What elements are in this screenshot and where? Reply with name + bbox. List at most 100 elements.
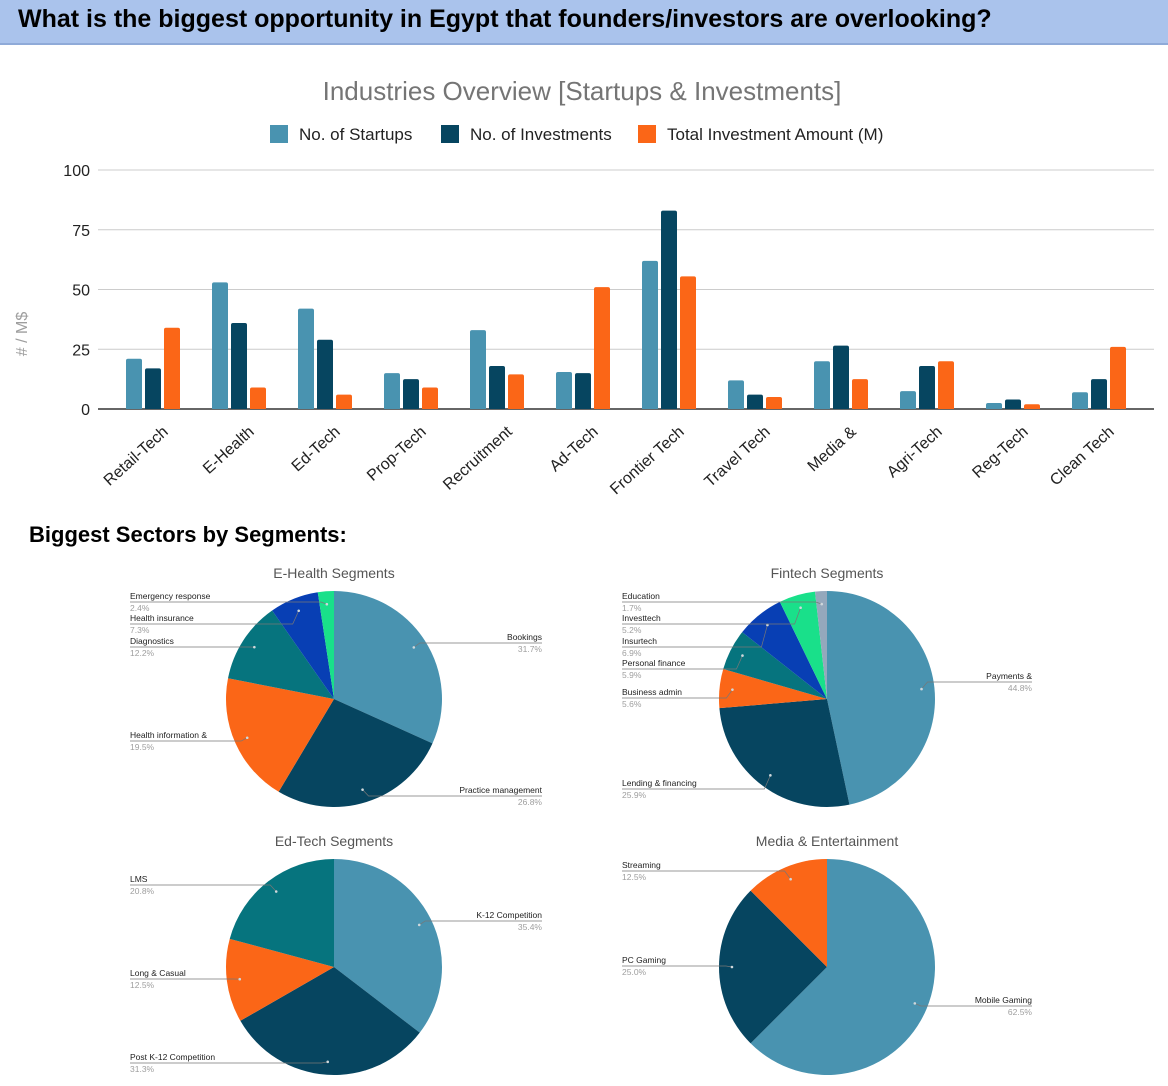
x-tick-label: Recruitment — [440, 423, 516, 494]
pie-slice-pct: 19.5% — [130, 742, 155, 752]
y-axis-label: # / M$ — [14, 312, 31, 357]
pie-leader-dot — [799, 606, 802, 609]
pie-leader-line — [130, 601, 327, 605]
x-tick-label: E-Health — [200, 423, 258, 477]
bar — [814, 361, 830, 409]
pie-slice — [719, 890, 827, 1044]
pie-slice-pct: 20.8% — [130, 886, 155, 896]
y-tick-label: 0 — [81, 402, 90, 419]
x-tick-label: Ad-Tech — [547, 423, 602, 475]
pie-leader-line — [419, 920, 542, 926]
pie-slice-name: Bookings — [507, 632, 542, 642]
pie-label: LMS 20.8% — [130, 874, 278, 896]
y-tick-label: 75 — [72, 223, 90, 240]
bar — [231, 322, 247, 409]
legend-item: No. of Startups — [270, 125, 412, 144]
bar — [164, 327, 180, 409]
bar — [126, 358, 142, 409]
pie-slice-pct: 25.0% — [622, 967, 647, 977]
pie-slice-name: Education — [622, 591, 660, 601]
pie-slice-pct: 5.9% — [622, 670, 642, 680]
pie-leader-line — [413, 642, 542, 648]
pie-slice-pct: 25.9% — [622, 790, 647, 800]
bar — [833, 345, 849, 409]
pie-label: Health insurance 7.3% — [130, 609, 301, 635]
pie-slice-name: Health insurance — [130, 613, 194, 623]
pie-slice — [334, 859, 443, 1033]
bar — [384, 373, 400, 409]
bar-chart-x-ticks: Retail-Tech E-Health Ed-Tech Prop-Tech Recru… — [101, 423, 1118, 498]
pie-slice — [779, 591, 827, 699]
bar — [250, 387, 266, 409]
pie-label: Health information & 19.5% — [130, 730, 249, 752]
pie-label: K-12 Competition 35.4% — [417, 910, 543, 932]
x-tick-label: Retail-Tech — [101, 423, 172, 489]
pie-slice-name: LMS — [130, 874, 148, 884]
bar — [680, 276, 696, 409]
bar — [145, 368, 161, 409]
y-tick-label: 25 — [72, 342, 90, 359]
bar — [1024, 404, 1040, 409]
bar — [1005, 399, 1021, 409]
pie-label: Diagnostics 12.2% — [130, 636, 256, 658]
pie-title: Ed-Tech Segments — [275, 833, 393, 849]
industries-bar-chart: Industries Overview [Startups & Investme… — [14, 76, 1154, 498]
pie-leader-dot — [730, 965, 734, 969]
bar — [422, 387, 438, 409]
pie-slice — [228, 610, 334, 699]
pie-leader-line — [622, 607, 801, 625]
bar — [1091, 379, 1107, 409]
pie-slice — [742, 601, 827, 699]
pie-slice-pct: 7.3% — [130, 625, 150, 635]
pie-leader-line — [130, 1061, 328, 1064]
pie-leader-dot — [769, 774, 772, 777]
pie-label: Mobile Gaming 62.5% — [913, 995, 1032, 1017]
pie-slice-name: Mobile Gaming — [975, 995, 1032, 1005]
pie-leader-line — [130, 884, 277, 892]
x-tick-label: Agri-Tech — [884, 423, 946, 481]
pie-leader-dot — [920, 687, 923, 691]
bar-chart-y-ticks: 0 25 50 75 100 — [63, 163, 90, 419]
pie-slice — [229, 859, 334, 967]
bar — [556, 371, 572, 409]
media-pie-chart: Media & Entertainment Mobile Gaming 62.5% P… — [622, 833, 1032, 1075]
pie-leader-line — [130, 610, 300, 625]
pie-leader-line — [622, 689, 733, 699]
bar — [489, 365, 505, 409]
pie-leader-dot — [741, 654, 744, 657]
bar-chart-legend: No. of Startups No. of Investments Total I… — [270, 125, 883, 144]
pie-slice — [240, 967, 420, 1075]
pie-slice-name: Practice management — [459, 785, 542, 795]
bar — [317, 339, 333, 409]
pie-label: Emergency response 2.4% — [130, 591, 329, 613]
bar — [1072, 392, 1088, 409]
pie-leader-dot — [274, 890, 278, 893]
pie-slice — [750, 859, 935, 1075]
pie-slice-pct: 5.6% — [622, 699, 642, 709]
pie-title: Fintech Segments — [771, 565, 884, 581]
pie-slice — [226, 938, 334, 1021]
pie-label: Investtech 5.2% — [622, 606, 802, 635]
pie-slice-name: Lending & financing — [622, 778, 697, 788]
pie-leader-line — [130, 737, 248, 742]
pie-slice — [815, 591, 827, 699]
pie-slice-pct: 12.5% — [130, 980, 155, 990]
pie-label: Practice management 26.8% — [361, 785, 543, 807]
bar — [747, 394, 763, 409]
pie-leader-dot — [238, 977, 242, 981]
bar — [212, 282, 228, 409]
bar — [470, 330, 486, 409]
legend-item: Total Investment Amount (M) — [638, 125, 883, 144]
pie-leader-line — [622, 965, 733, 968]
bar — [766, 397, 782, 409]
pie-slice-name: K-12 Competition — [476, 910, 542, 920]
pie-title: E-Health Segments — [273, 565, 394, 581]
pie-slice-name: Diagnostics — [130, 636, 174, 646]
pie-slice-pct: 26.8% — [518, 797, 543, 807]
question-heading: What is the biggest opportunity in Egypt… — [18, 5, 992, 33]
pie-label: Lending & financing 25.9% — [622, 774, 772, 800]
pie-leader-dot — [913, 1002, 917, 1005]
pie-leader-line — [622, 870, 791, 880]
pie-slice-name: Investtech — [622, 613, 661, 623]
pie-slice-pct: 35.4% — [518, 922, 543, 932]
